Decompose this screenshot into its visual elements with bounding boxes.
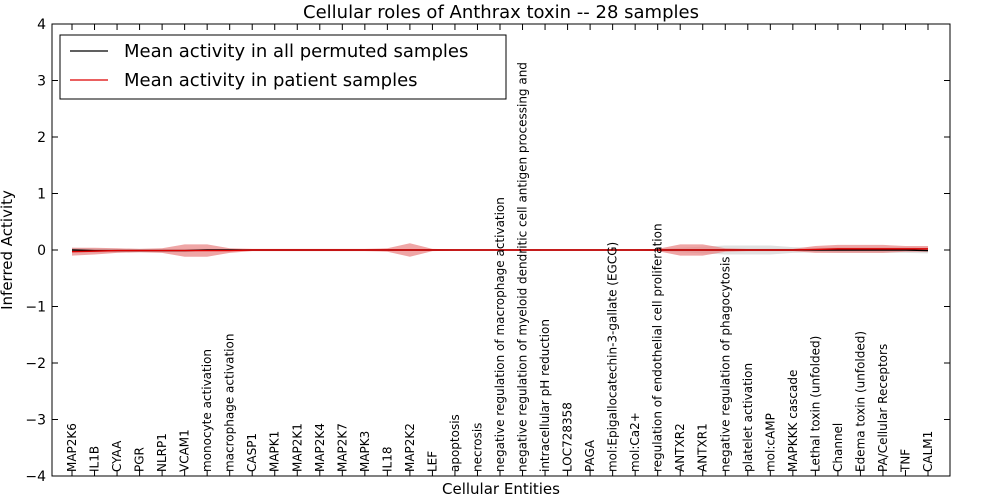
y-tick-label: 4 xyxy=(37,17,46,33)
legend-box xyxy=(59,34,507,100)
y-tick-label: −1 xyxy=(25,300,46,316)
x-tick-label: apoptosis xyxy=(448,414,462,472)
chart-title: Cellular roles of Anthrax toxin -- 28 sa… xyxy=(303,2,699,23)
y-tick-label: 2 xyxy=(37,130,46,146)
x-tick-label: MAPKKK cascade xyxy=(786,370,800,472)
x-tick-label: PGR xyxy=(133,447,147,472)
y-tick-label: 0 xyxy=(37,243,46,259)
x-tick-label: Channel xyxy=(831,423,845,472)
x-tick-label: ANTXR1 xyxy=(696,423,710,472)
y-tick-label: −2 xyxy=(25,356,46,372)
x-tick-label: LEF xyxy=(425,451,439,472)
x-tick-label: necrosis xyxy=(470,423,484,472)
x-tick-label: NLRP1 xyxy=(155,433,169,472)
x-tick-label: negative regulation of myeloid dendritic… xyxy=(516,62,530,472)
x-tick-label: VCAM1 xyxy=(178,429,192,472)
legend-label-permuted: Mean activity in all permuted samples xyxy=(124,41,468,62)
x-tick-label: negative regulation of phagocytosis xyxy=(718,256,732,472)
x-tick-label: platelet activation xyxy=(741,363,755,472)
y-axis: −4 −3 −2 −1 0 1 2 3 4 xyxy=(25,17,950,485)
x-tick-label: regulation of endothelial cell prolifera… xyxy=(651,223,665,472)
x-tick-label: MAP2K2 xyxy=(403,423,417,472)
x-tick-label: mol:Epigallocatechin-3-gallate (EGCG) xyxy=(606,242,620,472)
x-tick-label: MAP2K7 xyxy=(335,423,349,472)
x-tick-label: ANTXR2 xyxy=(673,423,687,472)
y-tick-label: −3 xyxy=(25,413,46,429)
x-tick-label: PA/Cellular Receptors xyxy=(876,344,890,472)
x-tick-label: macrophage activation xyxy=(223,334,237,472)
x-tick-label: mol:cAMP xyxy=(763,413,777,472)
x-tick-label: CASP1 xyxy=(245,433,259,472)
y-tick-label: 3 xyxy=(37,74,46,90)
y-axis-label: Inferred Activity xyxy=(0,190,16,310)
x-tick-label: negative regulation of macrophage activa… xyxy=(493,197,507,472)
x-tick-label: IL18 xyxy=(380,447,394,473)
legend: Mean activity in all permuted samples Me… xyxy=(59,34,507,100)
x-tick-label: CYAA xyxy=(110,440,124,472)
series-lines xyxy=(71,248,929,253)
x-tick-label: MAP2K6 xyxy=(65,423,79,472)
x-tick-label: MAP2K4 xyxy=(313,423,327,472)
x-tick-label: CALM1 xyxy=(921,431,935,472)
x-tick-label: TNF xyxy=(898,449,912,473)
x-tick-label: LOC728358 xyxy=(561,402,575,472)
x-tick-label: IL1B xyxy=(88,446,102,472)
x-axis-label: Cellular Entities xyxy=(442,480,560,498)
y-tick-label: 1 xyxy=(37,187,46,203)
x-tick-label: Edema toxin (unfolded) xyxy=(853,331,867,472)
y-tick-label: −4 xyxy=(25,469,46,485)
x-tick-label: monocyte activation xyxy=(200,349,214,472)
x-tick-label: PAGA xyxy=(583,439,597,472)
x-tick-label: intracellular pH reduction xyxy=(538,319,552,472)
x-tick-label: MAP2K1 xyxy=(290,423,304,472)
x-tick-label: Lethal toxin (unfolded) xyxy=(808,336,822,472)
legend-label-patient: Mean activity in patient samples xyxy=(124,70,418,91)
line-series-1 xyxy=(71,248,928,253)
x-axis: MAP2K6 IL1B CYAA PGR NLRP1 VCAM1 monocyte acti… xyxy=(65,24,935,476)
x-tick-label: MAPK1 xyxy=(268,431,282,472)
x-tick-label: mol:Ca2+ xyxy=(628,412,642,472)
x-tick-label: MAPK3 xyxy=(358,431,372,472)
